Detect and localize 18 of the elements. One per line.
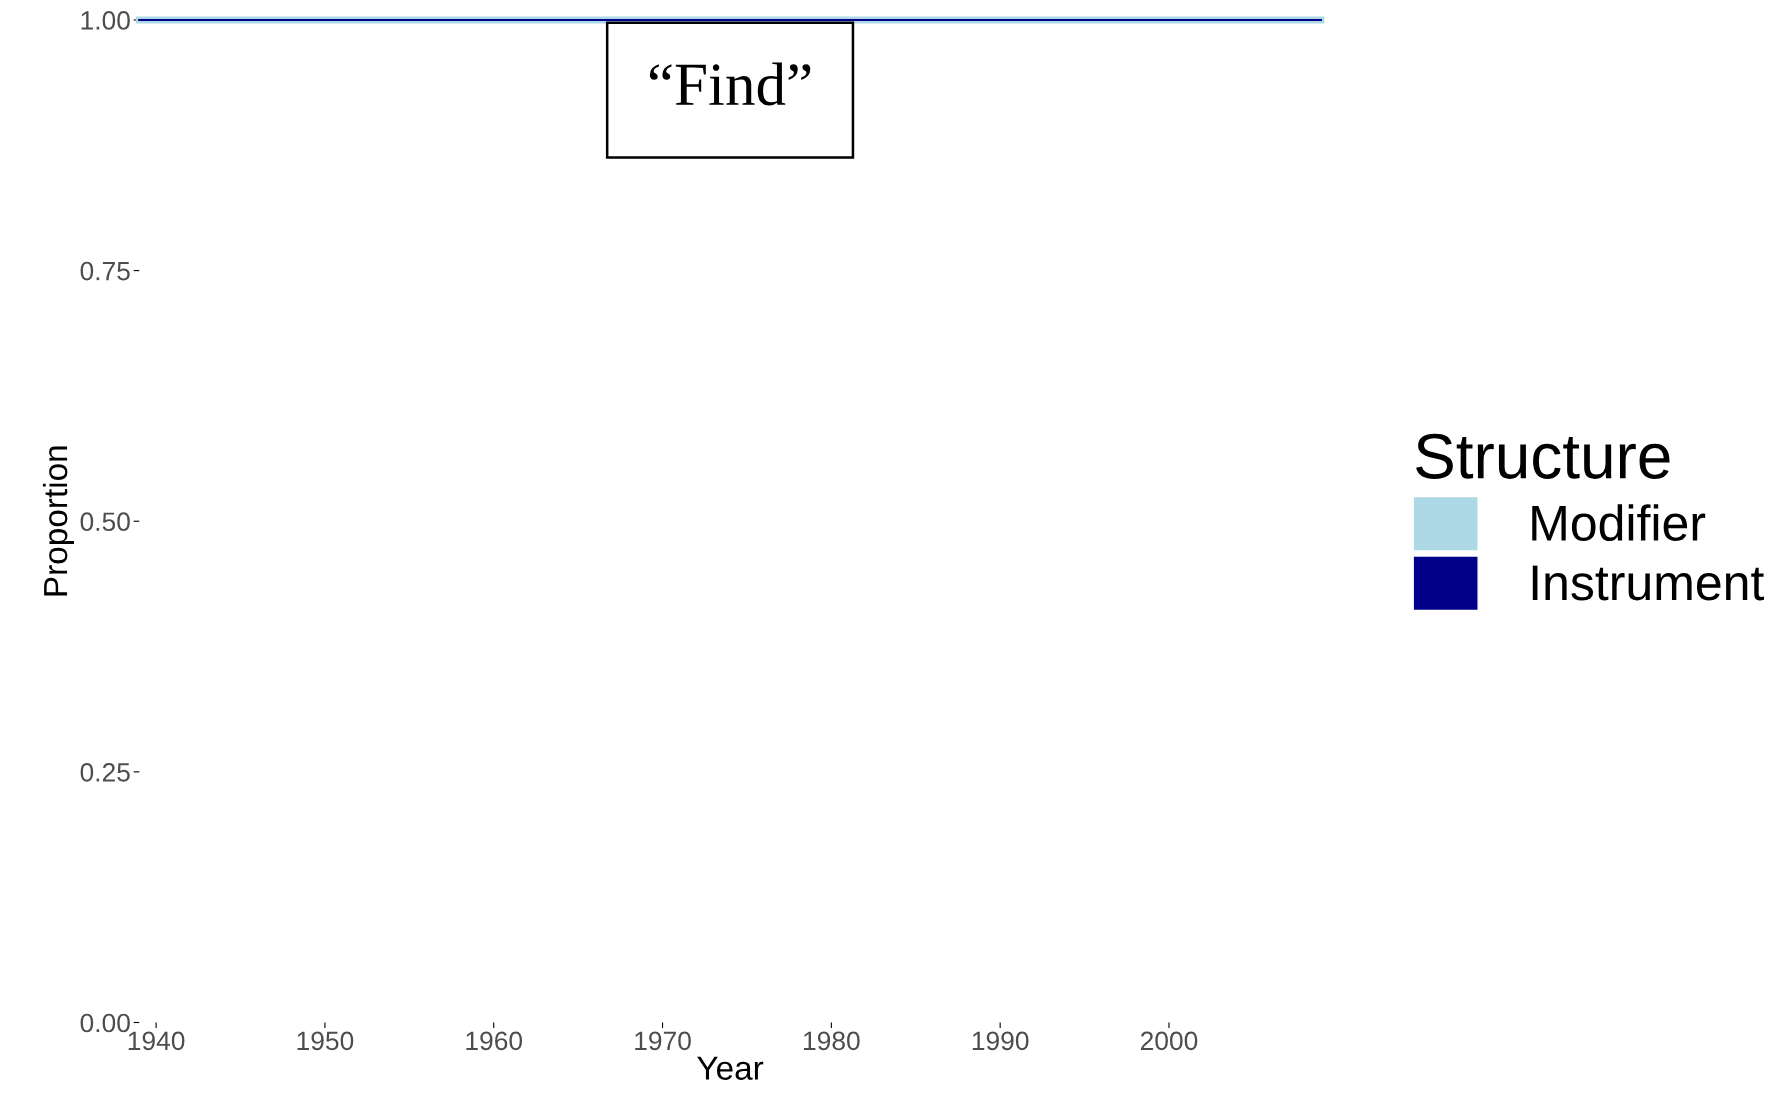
y-tick-label: 0.00 <box>80 1013 130 1033</box>
x-tick-label: 1950 <box>297 1031 354 1051</box>
text: “Find” <box>649 62 811 106</box>
x-tick-label: 1960 <box>466 1031 523 1051</box>
y-axis-title: Proportion <box>42 446 74 596</box>
legend-label: Instrument <box>1532 565 1764 601</box>
y-tick-label: 1.00 <box>81 11 130 30</box>
x-axis-title: Year <box>697 1056 764 1080</box>
legend-title: Structure <box>1416 433 1670 479</box>
x-tick-label: 1990 <box>972 1031 1029 1051</box>
x-tick-label: 1970 <box>635 1031 691 1051</box>
y-tick-label: 0.50 <box>80 512 130 532</box>
x-tick-label: 1940 <box>128 1031 185 1051</box>
legend-label: Modifier <box>1532 504 1706 541</box>
y-tick-label: 0.25 <box>80 763 130 782</box>
x-tick-label: 2000 <box>1140 1031 1198 1051</box>
x-tick-label: 1980 <box>804 1031 860 1051</box>
y-tick-label: 0.75 <box>80 261 130 281</box>
